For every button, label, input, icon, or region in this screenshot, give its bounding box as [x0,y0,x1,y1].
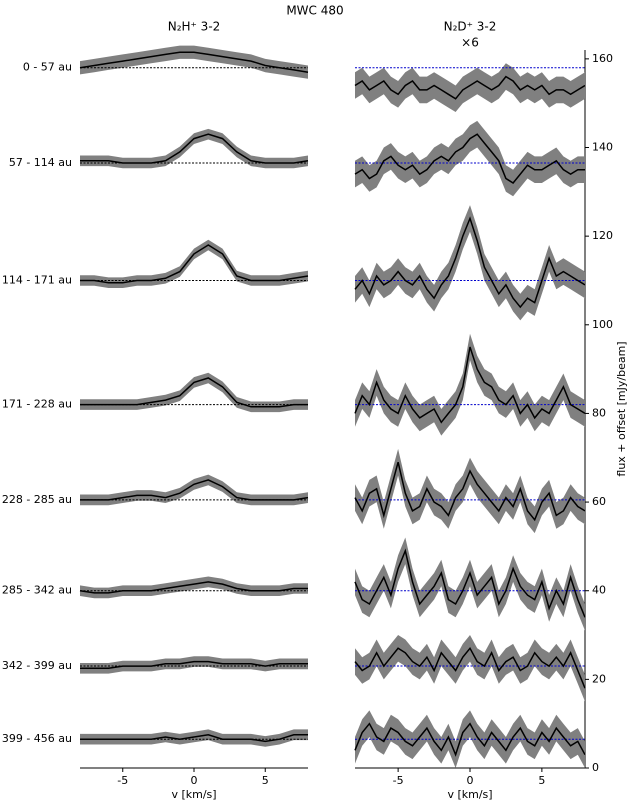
x-tick-label: 0 [191,774,198,787]
spectrum-line [354,346,586,424]
y-tick-label: 120 [592,229,613,242]
row-label: 285 - 342 au [2,584,72,597]
y-tick-label: 20 [592,672,606,685]
y-tick-label: 160 [592,52,613,65]
error-band [80,372,308,413]
spectrum-line [354,646,586,689]
error-band [80,128,308,169]
error-band [355,710,585,768]
error-band [355,205,585,321]
panel-title: N₂H⁺ 3-2 [168,20,221,34]
x-tick-label: 0 [467,774,474,787]
x-tick-label: -5 [117,774,128,787]
error-band [80,656,308,674]
panel-subtitle: ×6 [461,36,479,50]
figure-title: MWC 480 [286,4,343,18]
spectrum-line [354,462,586,522]
spectrum-line [354,722,586,757]
row-label: 228 - 285 au [2,493,72,506]
row-label: 342 - 399 au [2,659,72,672]
spectrum-line [79,51,309,73]
x-axis-label: v [km/s] [171,788,216,801]
spectrum-line [354,548,586,618]
spectrum-line [354,133,585,184]
error-band [355,120,585,197]
x-tick-label: -5 [393,774,404,787]
error-band [80,729,308,747]
spectrum-line [80,377,308,408]
y-tick-label: 100 [592,318,613,331]
error-band [80,576,308,599]
row-label: 171 - 228 au [2,398,72,411]
y-tick-label: 80 [592,406,606,419]
row-label: 0 - 57 au [23,61,72,74]
error-band [80,45,308,79]
y-tick-label: 40 [592,584,606,597]
y-tick-label: 0 [592,761,599,774]
spectrum-line [80,660,308,670]
y-tick-label: 60 [592,495,606,508]
y-axis-label: flux + offset [mJy/beam] [615,341,628,476]
spectrum-line [79,581,308,594]
error-band [80,474,308,506]
error-band [355,63,585,112]
spectrum-line [80,734,308,743]
spectrum-line [80,133,309,164]
error-band [355,448,585,534]
spectrum-line [80,244,309,284]
error-band [80,239,308,288]
error-band [355,537,585,631]
spectrum-line [354,75,586,100]
x-axis-label: v [km/s] [447,788,492,801]
spectrum-line [354,216,586,309]
row-label: 57 - 114 au [9,156,72,169]
error-band [355,635,585,702]
x-tick-label: 5 [538,774,545,787]
x-tick-label: 5 [262,774,269,787]
row-label: 399 - 456 au [2,732,72,745]
row-label: 114 - 171 au [2,273,72,286]
y-tick-label: 140 [592,141,613,154]
spectrum-line [80,479,309,501]
panel-title: N₂D⁺ 3-2 [444,20,497,34]
